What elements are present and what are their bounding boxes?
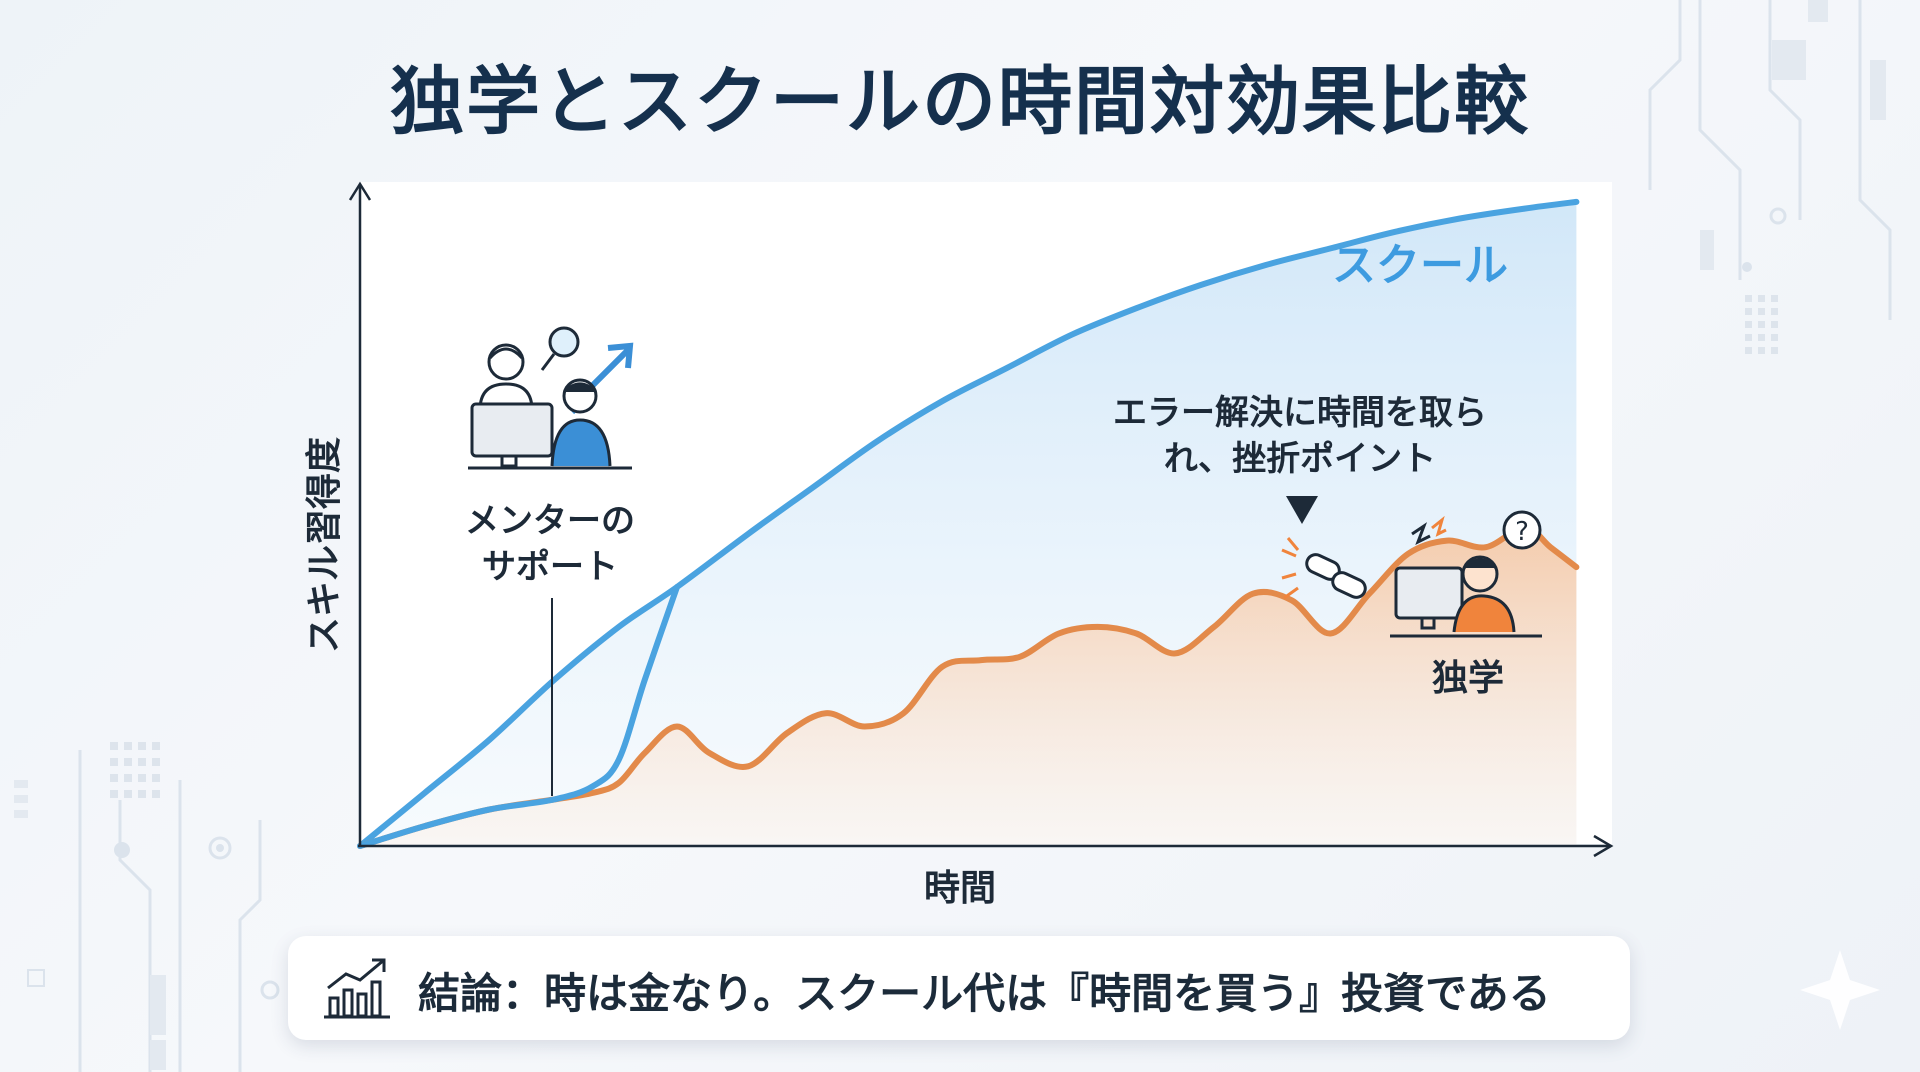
series-line-0 bbox=[357, 198, 1580, 849]
conclusion-text: 結論：時は金なり。スクール代は『時間を買う』投資である bbox=[418, 969, 1551, 1018]
page-title: 独学とスクールの時間対効果比較 bbox=[390, 59, 1530, 145]
school-series-label: スクール bbox=[1332, 240, 1508, 291]
sparkle-icon bbox=[1800, 950, 1880, 1030]
y-axis-arrow bbox=[348, 181, 372, 201]
chart-growth-icon bbox=[324, 958, 390, 1019]
x-axis-label: 時間 bbox=[924, 868, 996, 909]
series-area-1 bbox=[360, 527, 1577, 846]
series-line-2 bbox=[357, 584, 680, 849]
self-study-series-label: 独学 bbox=[1432, 657, 1504, 699]
mentor-icon bbox=[468, 326, 634, 470]
chain-broken-icon bbox=[1281, 537, 1367, 600]
error-label-line2: れ、挫折ポイント bbox=[1164, 439, 1436, 479]
error-label-line1: エラー解決に時間を取ら bbox=[1113, 393, 1487, 433]
down-triangle-marker bbox=[1286, 496, 1318, 524]
mentor-label-line2: サポート bbox=[482, 547, 618, 587]
mentor-label-line1: メンターの bbox=[465, 501, 635, 541]
y-axis-label: スキル習得度 bbox=[304, 437, 345, 653]
frustrated-person-icon: ? bbox=[1390, 510, 1542, 638]
conclusion-box: 結論：時は金なり。スクール代は『時間を買う』投資である bbox=[288, 936, 1630, 1040]
svg-text:?: ? bbox=[1515, 517, 1529, 547]
series-line-1 bbox=[357, 524, 1580, 849]
x-axis-arrow bbox=[1593, 834, 1614, 858]
